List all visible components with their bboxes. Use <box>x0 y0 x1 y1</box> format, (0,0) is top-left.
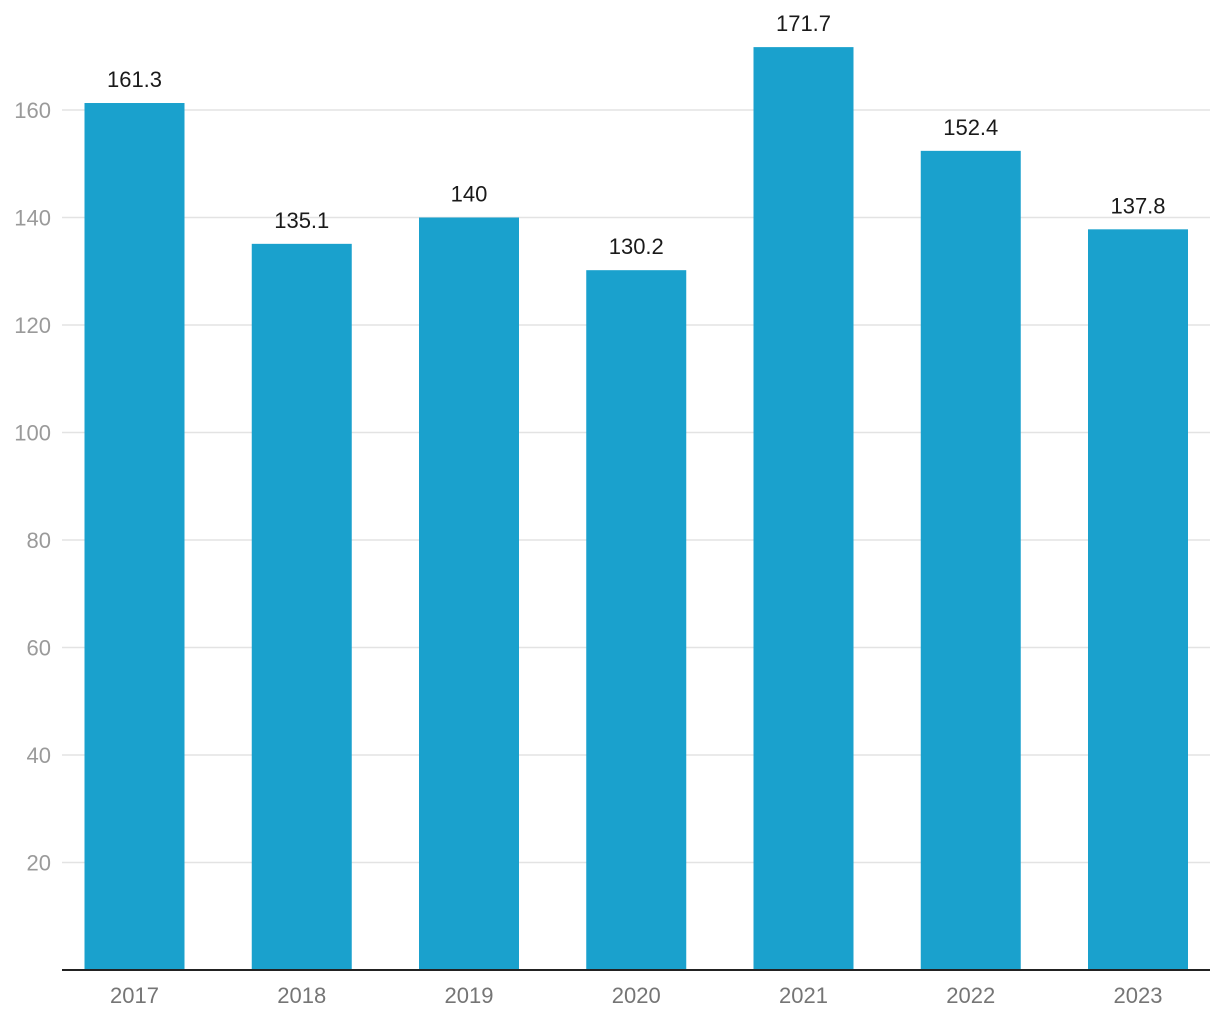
y-tick-label: 100 <box>14 421 51 446</box>
x-tick-label: 2020 <box>612 983 661 1008</box>
y-tick-label: 140 <box>14 206 51 231</box>
bar-value-label: 152.4 <box>943 115 998 140</box>
y-tick-label: 20 <box>27 851 51 876</box>
x-tick-label: 2017 <box>110 983 159 1008</box>
y-tick-label: 120 <box>14 313 51 338</box>
bar-2023 <box>1088 229 1188 970</box>
y-tick-label: 60 <box>27 636 51 661</box>
bar-2021 <box>753 47 854 971</box>
bar-2022 <box>920 150 1021 971</box>
bar-value-label: 135.1 <box>274 208 329 233</box>
x-tick-label: 2021 <box>779 983 828 1008</box>
bar-value-label: 171.7 <box>776 11 831 36</box>
bar-value-label: 137.8 <box>1110 193 1165 218</box>
bar-value-label: 140 <box>451 182 488 207</box>
y-tick-label: 80 <box>27 528 51 553</box>
x-tick-label: 2019 <box>445 983 494 1008</box>
bar-2018 <box>251 243 352 970</box>
bar-value-label: 161.3 <box>107 67 162 92</box>
bar-2020 <box>586 270 687 970</box>
y-tick-label: 160 <box>14 98 51 123</box>
y-tick-label: 40 <box>27 743 51 768</box>
bar-2017 <box>84 103 185 970</box>
bar-value-labels: 161.3 135.1 140 130.2 171.7 152.4 137.8 <box>107 11 1166 259</box>
x-tick-label: 2018 <box>277 983 326 1008</box>
x-axis-tick-labels: 2017 2018 2019 2020 2021 2022 2023 <box>110 983 1162 1008</box>
x-tick-label: 2022 <box>946 983 995 1008</box>
y-axis-tick-labels: 20 40 60 80 100 120 140 160 <box>14 98 51 876</box>
bars <box>84 47 1188 971</box>
bar-2019 <box>419 217 519 970</box>
bar-value-label: 130.2 <box>609 234 664 259</box>
x-tick-label: 2023 <box>1114 983 1163 1008</box>
